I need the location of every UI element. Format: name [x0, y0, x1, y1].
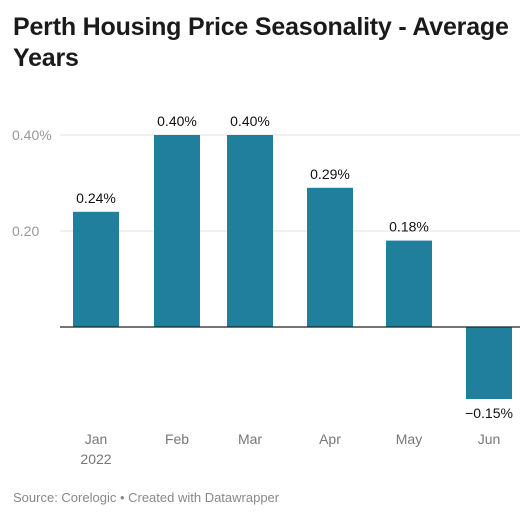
x-tick-label: Mar	[238, 431, 262, 447]
x-tick-label: May	[396, 431, 422, 447]
y-tick-label: 0.20	[12, 223, 39, 239]
bar	[73, 211, 119, 327]
data-label: 0.40%	[157, 113, 197, 129]
data-label: −0.15%	[465, 405, 513, 421]
bar	[386, 240, 432, 327]
data-label: 0.24%	[76, 190, 116, 206]
x-tick-label: Feb	[165, 431, 189, 447]
y-tick-label: 0.40%	[12, 127, 52, 143]
data-label: 0.29%	[310, 166, 350, 182]
data-label: 0.40%	[230, 113, 270, 129]
bar	[466, 327, 512, 399]
chart-title: Perth Housing Price Seasonality - Averag…	[13, 13, 509, 72]
data-label: 0.18%	[389, 219, 429, 235]
bar	[227, 135, 273, 327]
bar	[154, 135, 200, 327]
x-tick-label: Jun	[478, 431, 501, 447]
x-tick-label: Jan 2022	[80, 431, 111, 467]
x-tick-label: Apr	[319, 431, 341, 447]
source-note: Source: Corelogic • Created with Datawra…	[13, 490, 280, 505]
bar	[307, 187, 353, 327]
